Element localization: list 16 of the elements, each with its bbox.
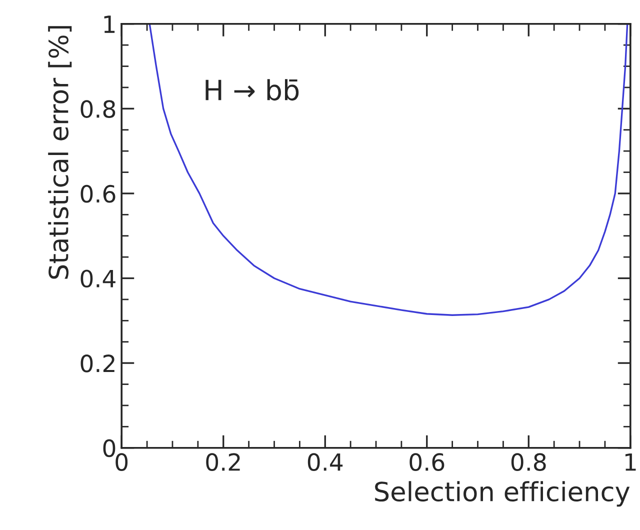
y-tick-label: 0.4 [80,270,116,288]
x-tick-label: 0.2 [206,453,240,471]
x-axis-title: Selection efficiency [375,481,630,507]
y-tick-label: 0.6 [80,184,116,203]
y-tick-label: 0.8 [80,100,116,118]
x-tick-label: 0.6 [410,453,444,471]
y-tick-label: 0 [103,439,116,458]
x-tick-label: 1 [625,453,636,471]
x-tick-label: 0.8 [511,453,546,471]
x-tick-label: 0 [116,453,128,471]
annotation: H → bb̄ [206,79,299,101]
line-series [148,24,628,316]
y-axis-title: Statistical error [%] [48,26,72,279]
y-tick-label: 1 [104,16,115,33]
x-tick-label: 0.4 [308,453,343,471]
y-tick-label: 0.2 [80,354,114,372]
